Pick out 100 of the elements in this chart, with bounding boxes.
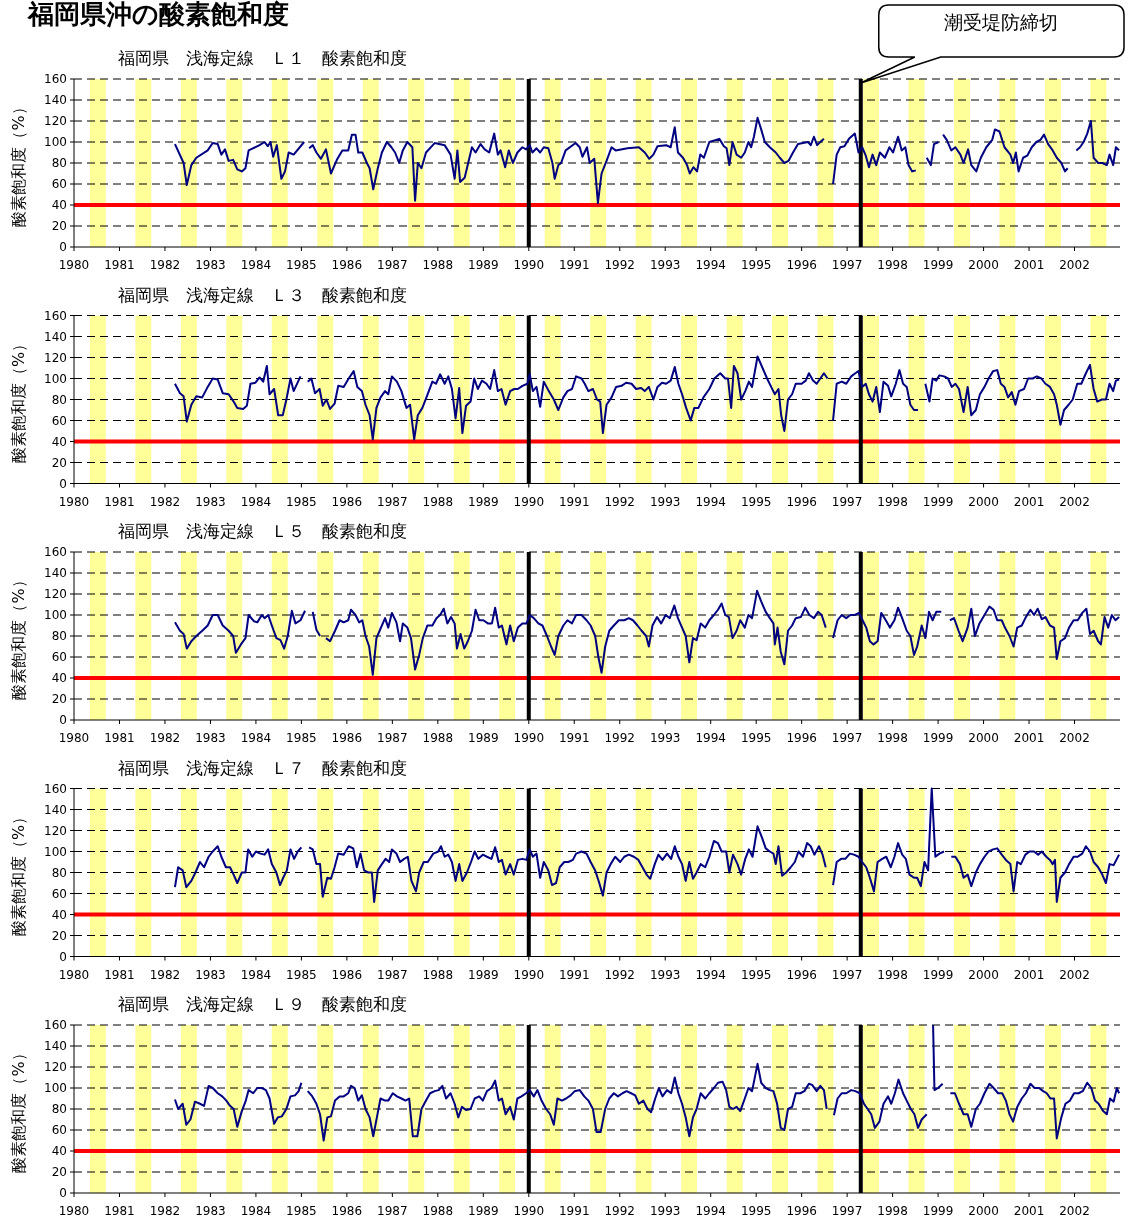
x-tick-label: 1987: [377, 494, 408, 509]
y-tick-label: 20: [51, 692, 67, 707]
y-tick-label: 40: [51, 907, 67, 922]
y-tick-label: 20: [51, 928, 67, 943]
x-tick-label: 1982: [149, 731, 181, 745]
chart-title: 福岡県 浅海定線 Ｌ５ 酸素飽和度: [118, 521, 407, 541]
x-tick-label: 1984: [240, 258, 272, 272]
y-tick-label: 0: [59, 476, 67, 491]
x-tick-label: 2002: [1059, 494, 1090, 509]
x-tick-label: 1983: [195, 258, 226, 272]
x-tick-label: 1994: [695, 1204, 726, 1218]
x-tick-label: 1981: [104, 1204, 135, 1218]
x-tick-label: 1995: [740, 731, 772, 745]
x-tick-label: 1990: [513, 258, 545, 272]
x-tick-label: 1990: [513, 1204, 545, 1218]
y-tick-label: 160: [44, 545, 67, 560]
x-tick-label: 1997: [831, 1204, 863, 1218]
x-tick-label: 2002: [1059, 731, 1090, 745]
x-tick-label: 2002: [1059, 967, 1090, 982]
x-tick-label: 1980: [58, 1204, 90, 1218]
chart-title: 福岡県 浅海定線 Ｌ９ 酸素飽和度: [118, 994, 407, 1014]
y-tick-label: 160: [44, 1018, 67, 1033]
y-tick-label: 20: [51, 219, 67, 234]
y-tick-label: 140: [44, 802, 67, 817]
x-tick-label: 1999: [922, 967, 954, 982]
x-tick-label: 1993: [649, 1204, 681, 1218]
x-tick-label: 1999: [922, 258, 954, 272]
y-tick-label: 100: [44, 371, 67, 386]
y-tick-label: 20: [51, 1165, 67, 1180]
x-tick-label: 1993: [649, 967, 681, 982]
y-tick-label: 60: [51, 650, 67, 665]
y-tick-label: 60: [51, 886, 67, 901]
y-tick-label: 0: [59, 240, 67, 255]
x-tick-label: 1987: [377, 967, 408, 982]
y-axis-title: 酸素飽和度（%）: [9, 335, 28, 464]
x-tick-label: 1993: [649, 258, 681, 272]
x-tick-label: 1995: [740, 1204, 772, 1218]
y-tick-label: 80: [51, 865, 67, 880]
x-tick-label: 1992: [604, 1204, 636, 1218]
y-tick-label: 140: [44, 566, 67, 581]
x-tick-label: 1995: [740, 967, 772, 982]
y-tick-label: 100: [44, 844, 67, 859]
x-tick-label: 1981: [104, 494, 135, 509]
y-tick-label: 0: [59, 713, 67, 728]
x-tick-label: 1996: [786, 258, 817, 272]
y-tick-label: 0: [59, 1186, 67, 1201]
y-tick-label: 80: [51, 1102, 67, 1117]
y-tick-label: 60: [51, 1123, 67, 1138]
y-tick-label: 60: [51, 413, 67, 428]
x-tick-label: 1988: [422, 494, 454, 509]
y-tick-label: 160: [44, 72, 67, 87]
x-tick-label: 1996: [786, 731, 817, 745]
x-tick-label: 1992: [604, 967, 636, 982]
x-tick-label: 1992: [604, 258, 636, 272]
x-tick-label: 2000: [968, 1204, 999, 1218]
x-tick-label: 1988: [422, 967, 454, 982]
x-tick-label: 1983: [195, 967, 226, 982]
x-tick-label: 2001: [1013, 258, 1045, 272]
chart-title: 福岡県沖の酸素飽和度: [26, 0, 289, 29]
x-tick-label: 1984: [240, 731, 272, 745]
x-tick-label: 2000: [968, 494, 999, 509]
x-tick-label: 2000: [968, 967, 999, 982]
x-tick-label: 1987: [377, 731, 408, 745]
x-tick-label: 1985: [286, 1204, 317, 1218]
x-tick-label: 1986: [331, 731, 363, 745]
x-tick-label: 1984: [240, 1204, 272, 1218]
x-tick-label: 1994: [695, 731, 726, 745]
x-tick-label: 2001: [1013, 494, 1045, 509]
text: 潮受堤防締切: [944, 11, 1059, 33]
x-tick-label: 1989: [468, 494, 499, 509]
y-tick-label: 120: [44, 823, 67, 838]
x-tick-label: 1998: [877, 1204, 908, 1218]
chart-title: 福岡県 浅海定線 Ｌ７ 酸素飽和度: [118, 757, 407, 778]
x-tick-label: 1991: [558, 967, 590, 982]
x-tick-label: 1981: [104, 258, 135, 272]
x-tick-label: 1986: [331, 494, 363, 509]
x-tick-label: 2000: [968, 258, 999, 272]
x-tick-label: 1998: [877, 967, 908, 982]
x-tick-label: 1998: [877, 731, 908, 745]
y-tick-label: 40: [51, 671, 67, 686]
y-tick-label: 100: [44, 608, 67, 623]
x-tick-label: 2002: [1059, 258, 1090, 272]
x-tick-label: 1982: [149, 494, 181, 509]
x-tick-label: 1994: [695, 967, 726, 982]
y-tick-label: 120: [44, 114, 67, 129]
x-tick-label: 1985: [286, 494, 317, 509]
y-tick-label: 140: [44, 329, 67, 344]
x-tick-label: 1989: [468, 258, 499, 272]
x-tick-label: 1982: [149, 1204, 181, 1218]
x-tick-label: 1991: [558, 731, 590, 745]
y-tick-label: 120: [44, 587, 67, 602]
x-tick-label: 1998: [877, 494, 908, 509]
x-tick-label: 1993: [649, 731, 681, 745]
x-tick-label: 1981: [104, 731, 135, 745]
x-tick-label: 1982: [149, 967, 181, 982]
y-tick-label: 40: [51, 434, 67, 449]
x-tick-label: 1980: [58, 258, 90, 272]
x-tick-label: 1992: [604, 494, 636, 509]
x-tick-label: 1985: [286, 258, 317, 272]
y-tick-label: 60: [51, 177, 67, 192]
